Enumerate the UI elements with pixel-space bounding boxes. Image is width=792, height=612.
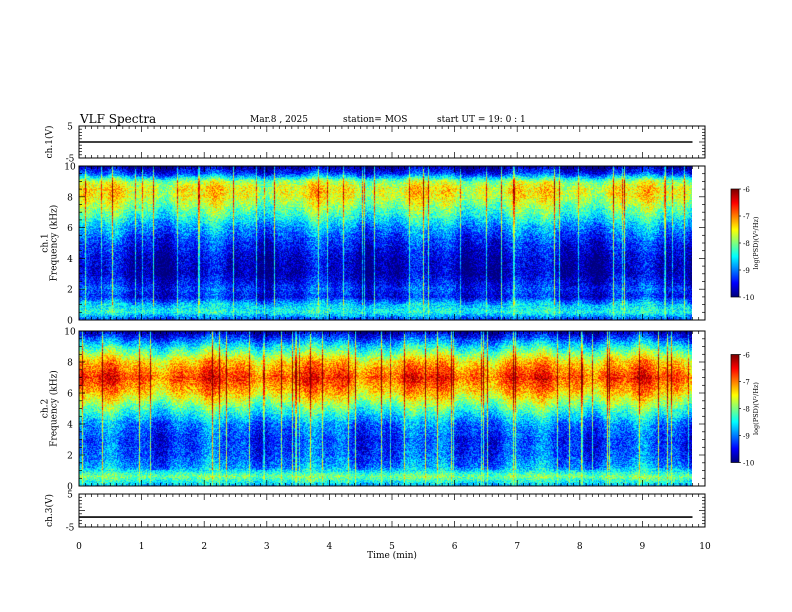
- colorbar-tick-label: -8: [743, 406, 750, 414]
- ch2-spectrogram-colorbar-label: log(PSD)(V²/Hz): [752, 382, 760, 435]
- ch1-spectrogram-label-line-1: ch.1: [41, 233, 51, 252]
- y-tick-label: 2: [67, 452, 73, 462]
- y-tick-label: 10: [64, 163, 76, 173]
- colorbar-tick-label: -9: [743, 267, 750, 275]
- colorbar-tick-label: -6: [743, 352, 750, 360]
- x-tick-label: 5: [389, 542, 395, 552]
- colorbar-tick-label: -10: [743, 294, 754, 302]
- x-tick-label: 3: [264, 542, 270, 552]
- ch1-voltage-label: ch.1(V): [44, 126, 55, 159]
- x-ticks: [78, 166, 706, 320]
- x-tick-label: 7: [514, 542, 520, 552]
- chart-title: VLF Spectra: [80, 112, 157, 126]
- colorbar-tick-label: -7: [743, 213, 750, 221]
- colorbar-tick-label: -6: [743, 186, 750, 194]
- colorbar-tick-label: -10: [743, 460, 754, 468]
- x-tick-label: 0: [76, 542, 82, 552]
- y-ticks: [79, 165, 705, 321]
- x-tick-label: 9: [640, 542, 646, 552]
- x-ticks: [78, 494, 706, 527]
- x-tick-label: 8: [577, 542, 583, 552]
- start-time-label: start UT = 19: 0 : 1: [437, 115, 526, 125]
- x-tick-label: 6: [452, 542, 458, 552]
- ch1-spectrogram-image: [79, 166, 692, 320]
- x-tick-label: 10: [699, 542, 711, 552]
- x-tick-label: 4: [327, 542, 333, 552]
- colorbar-tick-label: -8: [743, 240, 750, 248]
- y-tick-label: -5: [66, 155, 75, 165]
- y-tick-label: 8: [67, 193, 73, 203]
- y-tick-label: 6: [67, 390, 73, 400]
- station-label: station= MOS: [343, 115, 408, 125]
- y-tick-label: 6: [67, 224, 73, 234]
- y-tick-label: 0: [67, 317, 73, 327]
- x-ticks: [78, 331, 706, 486]
- ch1-spectrogram-colorbar-label: log(PSD)(V²/Hz): [752, 216, 760, 269]
- colorbar-tick-label: -9: [743, 433, 750, 441]
- y-tick-label: 5: [67, 491, 73, 501]
- x-ticks: [78, 126, 706, 158]
- y-tick-label: 4: [67, 421, 73, 431]
- date-label: Mar.8 , 2025: [250, 115, 308, 125]
- y-tick-label: -5: [66, 524, 75, 534]
- ch2-spectrogram-colorbar: [731, 354, 739, 463]
- x-tick-label: 2: [201, 542, 207, 552]
- ch2-spectrogram-label-line-2: Frequency (kHz): [49, 370, 60, 447]
- x-tick-label: 1: [139, 542, 145, 552]
- y-ticks: [79, 330, 705, 487]
- y-tick-label: 5: [67, 123, 73, 133]
- y-tick-label: 0: [67, 483, 73, 493]
- x-axis-label: Time (min): [367, 550, 417, 561]
- ch2-spectrogram-label-line-1: ch.2: [41, 399, 51, 418]
- ch2-spectrogram-image: [79, 331, 692, 486]
- ch3-voltage-label: ch.3(V): [44, 494, 55, 527]
- y-tick-label: 10: [64, 328, 76, 338]
- ch1-spectrogram-label-line-2: Frequency (kHz): [49, 205, 60, 282]
- colorbar-tick-label: -7: [743, 379, 750, 387]
- ch1-spectrogram-colorbar: [731, 189, 739, 297]
- y-tick-label: 8: [67, 359, 73, 369]
- y-tick-label: 2: [67, 286, 73, 296]
- y-tick-label: 4: [67, 255, 73, 265]
